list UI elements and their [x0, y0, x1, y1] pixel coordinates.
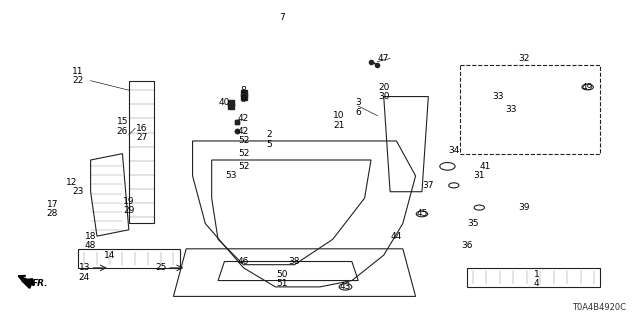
Text: 21: 21 [333, 121, 345, 130]
Text: 29: 29 [123, 206, 134, 215]
Text: 19: 19 [123, 197, 134, 206]
Text: 1: 1 [534, 270, 540, 279]
Text: 50: 50 [276, 270, 287, 279]
Text: 4: 4 [534, 279, 540, 288]
Text: 44: 44 [391, 232, 402, 241]
Text: 26: 26 [116, 127, 128, 136]
Text: T0A4B4920C: T0A4B4920C [572, 303, 626, 312]
Text: 51: 51 [276, 279, 287, 288]
Text: 32: 32 [518, 54, 529, 63]
Text: 34: 34 [448, 146, 460, 155]
Text: 37: 37 [422, 181, 434, 190]
Text: 15: 15 [116, 117, 128, 126]
Text: 33: 33 [506, 105, 517, 114]
Text: 22: 22 [72, 76, 83, 85]
Text: 36: 36 [461, 241, 472, 250]
Text: 46: 46 [238, 257, 249, 266]
Text: 52: 52 [238, 136, 249, 146]
Text: 6: 6 [355, 108, 361, 117]
Text: 52: 52 [238, 149, 249, 158]
Text: 13: 13 [79, 263, 90, 272]
Text: 52: 52 [238, 162, 249, 171]
Text: 40: 40 [219, 99, 230, 108]
Text: 35: 35 [467, 219, 479, 228]
Text: 53: 53 [225, 172, 237, 180]
Text: 18: 18 [85, 232, 97, 241]
Text: 10: 10 [333, 111, 345, 120]
Text: FR.: FR. [31, 279, 48, 288]
Text: 23: 23 [72, 187, 84, 196]
Text: 20: 20 [378, 83, 389, 92]
Text: 48: 48 [85, 241, 96, 250]
Text: 24: 24 [79, 273, 90, 282]
Text: 27: 27 [136, 133, 147, 142]
Text: 43: 43 [340, 282, 351, 292]
Text: 5: 5 [266, 140, 272, 148]
Text: 38: 38 [289, 257, 300, 266]
Text: 8: 8 [241, 86, 246, 95]
Text: 49: 49 [582, 83, 593, 92]
Text: 42: 42 [238, 127, 249, 136]
Text: 3: 3 [355, 99, 361, 108]
Text: 14: 14 [104, 251, 115, 260]
Text: 33: 33 [493, 92, 504, 101]
Text: 2: 2 [266, 130, 272, 139]
Text: 45: 45 [416, 209, 428, 219]
Text: 28: 28 [47, 209, 58, 219]
Text: 31: 31 [474, 172, 485, 180]
Text: 41: 41 [480, 162, 492, 171]
Text: 25: 25 [155, 263, 166, 272]
Text: 16: 16 [136, 124, 147, 133]
Text: 47: 47 [378, 54, 389, 63]
Text: 39: 39 [518, 203, 530, 212]
Text: 11: 11 [72, 67, 84, 76]
Text: 30: 30 [378, 92, 390, 101]
Text: 17: 17 [47, 200, 58, 209]
Text: 9: 9 [241, 95, 246, 104]
Text: 7: 7 [279, 13, 285, 22]
Text: 12: 12 [66, 178, 77, 187]
Text: 42: 42 [238, 114, 249, 123]
